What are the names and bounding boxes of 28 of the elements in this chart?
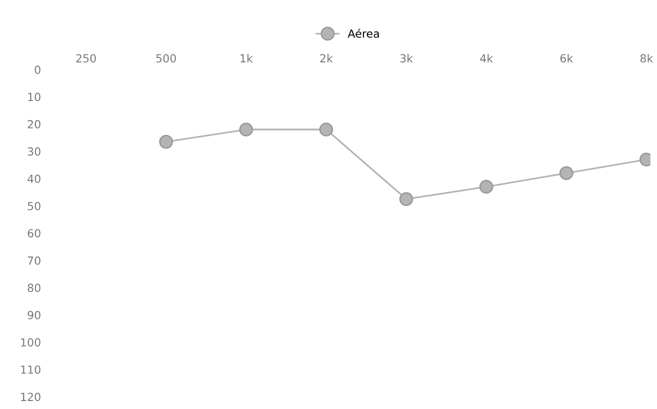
- x-tick-label: 3k: [400, 54, 413, 63]
- point: [559, 166, 574, 180]
- x-tick-label: 6k: [560, 54, 574, 63]
- y-tick-label: 110: [21, 365, 40, 374]
- point: [319, 122, 334, 136]
- point: [399, 192, 414, 206]
- y-tick-label: 20: [28, 120, 40, 128]
- y-tick-label: 100: [21, 338, 40, 347]
- x-tick-label: 250: [76, 54, 96, 63]
- y-tick-label: 60: [28, 229, 40, 238]
- y-tick-label: 50: [28, 202, 40, 210]
- y-tick-label: 0: [34, 66, 40, 74]
- y-tick-label: 40: [28, 174, 40, 183]
- point: [239, 122, 254, 136]
- y-tick-label: 70: [28, 256, 40, 265]
- x-tick-label: 8k: [640, 54, 654, 63]
- x-tick-label: 1k: [240, 54, 253, 62]
- y-tick-label: 80: [28, 284, 40, 292]
- point: [479, 180, 494, 194]
- legend-label: Aérea: [348, 28, 379, 38]
- x-tick-label: 500: [156, 54, 176, 63]
- x-tick-label: 4k: [480, 54, 494, 62]
- y-tick-label: 10: [28, 92, 40, 102]
- point: [159, 134, 174, 149]
- y-tick-label: 30: [28, 147, 40, 156]
- y-tick-label: 90: [28, 310, 40, 320]
- y-tick-label: 120: [21, 392, 40, 402]
- x-tick-label: 2k: [320, 54, 333, 62]
